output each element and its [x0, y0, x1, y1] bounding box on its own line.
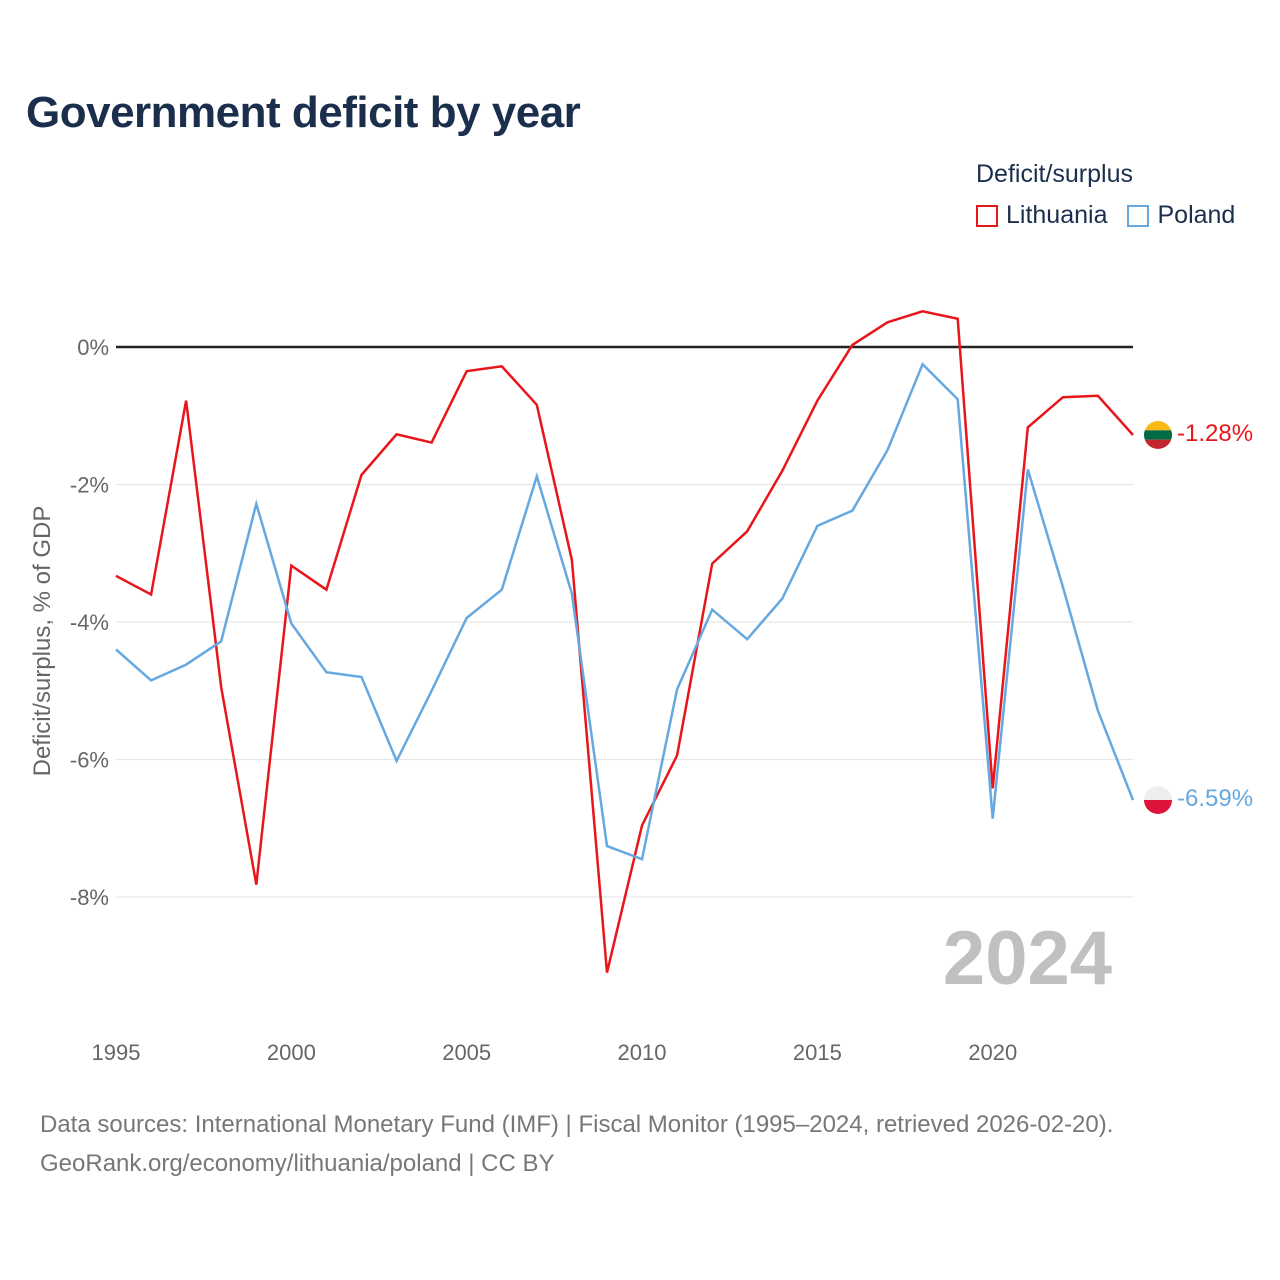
x-tick-label: 2020: [968, 1040, 1017, 1065]
legend-swatch-poland: [1127, 204, 1150, 227]
y-tick-label: -8%: [70, 885, 109, 910]
x-tick-label: 1995: [92, 1040, 141, 1065]
legend-item-lithuania[interactable]: Lithuania: [976, 201, 1107, 230]
poland-end-value: -6.59%: [1177, 785, 1253, 812]
y-tick-label: -2%: [70, 473, 109, 498]
x-tick-label: 2010: [618, 1040, 667, 1065]
x-axis-ticks: 1995 2000 2005 2010 2015 2020: [92, 1040, 1018, 1065]
series-lines: [115, 310, 1135, 973]
legend-item-poland[interactable]: Poland: [1127, 201, 1235, 230]
year-watermark: 2024: [943, 916, 1112, 1001]
y-tick-label: -4%: [70, 610, 109, 635]
y-tick-label: 0%: [77, 335, 109, 360]
y-axis-ticks: 0% -2% -4% -6% -8%: [70, 335, 109, 910]
lithuania-flag-icon: [1144, 421, 1172, 449]
x-tick-label: 2015: [793, 1040, 842, 1065]
x-tick-label: 2000: [267, 1040, 316, 1065]
legend-label-lithuania: Lithuania: [1006, 201, 1108, 229]
data-sources-note: Data sources: International Monetary Fun…: [40, 1111, 1114, 1138]
poland-flag-icon: [1144, 786, 1172, 814]
series-line-poland[interactable]: [115, 361, 1135, 861]
end-markers: [1144, 421, 1172, 814]
lithuania-end-value: -1.28%: [1177, 420, 1253, 447]
footer: Data sources: International Monetary Fun…: [40, 1105, 1113, 1183]
y-axis-label: Deficit/surplus, % of GDP: [29, 506, 56, 777]
x-tick-label: 2005: [442, 1040, 491, 1065]
legend-label-poland: Poland: [1157, 201, 1236, 229]
legend: Deficit/surplus Lithuania Poland: [976, 160, 1235, 230]
legend-swatch-lithuania: [976, 204, 998, 227]
attribution-link[interactable]: GeoRank.org/economy/lithuania/poland | C…: [40, 1150, 555, 1177]
legend-title: Deficit/surplus: [976, 160, 1133, 188]
chart-title: Government deficit by year: [26, 88, 581, 137]
y-tick-label: -6%: [70, 748, 109, 773]
grid: [116, 345, 1133, 898]
series-line-lithuania[interactable]: [115, 310, 1134, 973]
